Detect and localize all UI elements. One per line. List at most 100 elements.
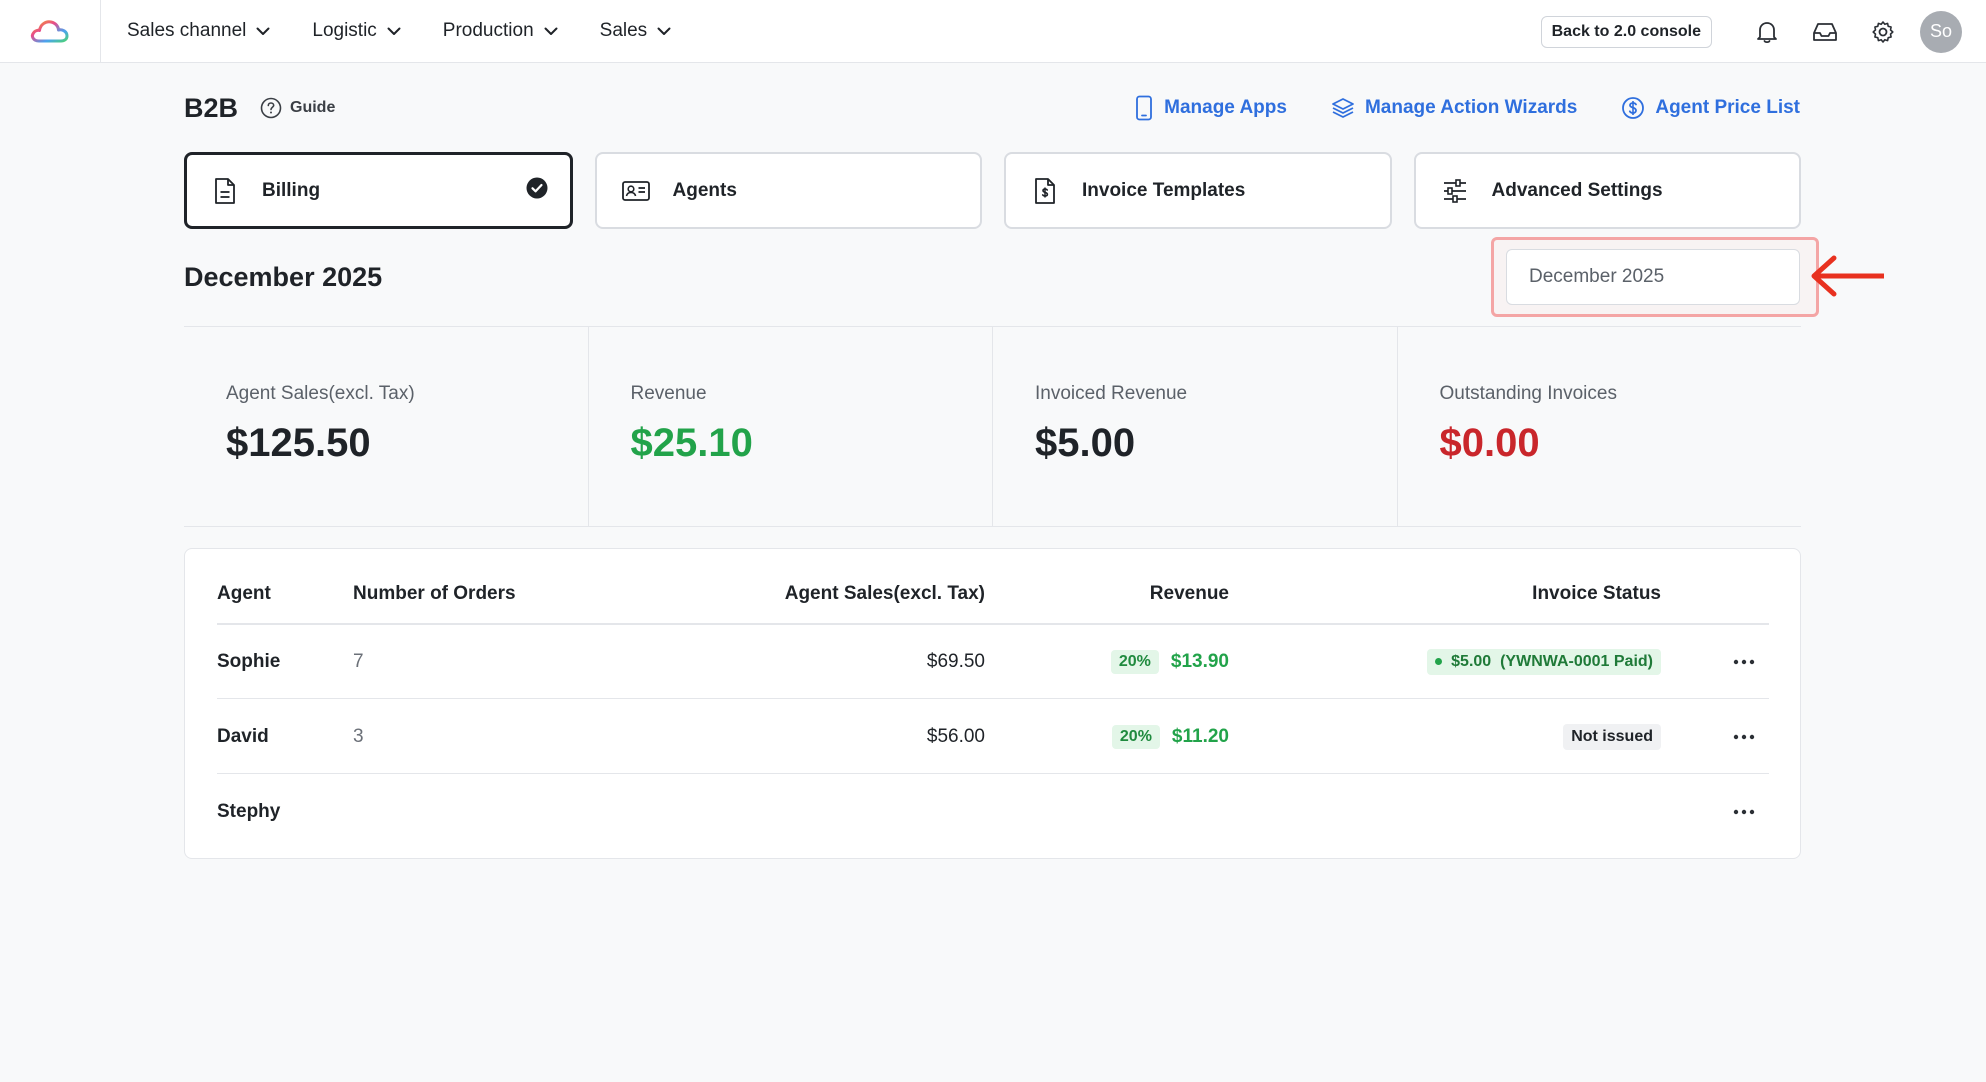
- order-count: 3: [353, 725, 364, 747]
- revenue-value: $11.20: [1171, 725, 1229, 747]
- column-header-revenue: Revenue: [1149, 583, 1229, 604]
- tab-agents[interactable]: Agents: [594, 152, 982, 229]
- guide-label: Guide: [290, 99, 336, 116]
- manage-apps-label: Manage Apps: [1164, 97, 1287, 118]
- stat-value: $0.00: [1439, 421, 1540, 465]
- more-horizontal-icon: [1733, 659, 1755, 664]
- order-count: 7: [353, 650, 364, 672]
- table-row: Sophie 7 $69.50 20% $13.90 $5.00 (YWNWA-…: [217, 625, 1769, 699]
- tab-label: Agents: [672, 179, 737, 201]
- manage-action-wizards-link[interactable]: Manage Action Wizards: [1331, 96, 1577, 120]
- agent-name: David: [217, 725, 269, 747]
- cloud-logo-icon: [30, 20, 69, 43]
- dollar-circle-icon: [1622, 97, 1645, 119]
- more-horizontal-icon: [1733, 734, 1755, 739]
- nav-item-label: Production: [442, 20, 534, 41]
- tab-label: Billing: [262, 179, 321, 201]
- stat-label: Invoiced Revenue: [1035, 383, 1188, 404]
- tab-advanced-settings[interactable]: Advanced Settings: [1413, 152, 1801, 229]
- chevron-down-icon: [387, 27, 401, 36]
- invoice-dollar-icon: [1030, 176, 1060, 206]
- id-card-icon: [621, 176, 651, 206]
- table-row: Stephy: [217, 775, 1769, 849]
- agent-sales: $56.00: [926, 725, 985, 747]
- status-badge[interactable]: $5.00 (YWNWA-0001 Paid): [1427, 648, 1661, 675]
- user-avatar[interactable]: So: [1920, 10, 1962, 53]
- tab-billing[interactable]: Billing: [184, 152, 573, 229]
- more-horizontal-icon: [1733, 809, 1755, 815]
- stat-value: $25.10: [630, 421, 753, 465]
- nav-item-label: Logistic: [312, 20, 377, 41]
- settings-button[interactable]: [1854, 12, 1912, 52]
- tab-invoice-templates[interactable]: Invoice Templates: [1004, 152, 1392, 229]
- column-header-invoice-status: Invoice Status: [1532, 583, 1661, 604]
- revenue-cell: 20% $11.20: [1111, 700, 1229, 773]
- check-circle-icon: [526, 177, 548, 205]
- section-tabs: Billing Agents Invoice Templates Advance…: [184, 152, 1801, 229]
- gear-icon: [1872, 20, 1894, 43]
- guide-link[interactable]: Guide: [260, 97, 335, 119]
- bell-icon: [1757, 21, 1777, 43]
- inbox-icon: [1813, 22, 1837, 41]
- stat-invoiced-revenue: Invoiced Revenue $5.00: [993, 327, 1398, 526]
- agents-billing-table: Agent Number of Orders Agent Sales(excl.…: [184, 548, 1801, 859]
- agent-price-list-label: Agent Price List: [1655, 97, 1800, 118]
- stat-label: Revenue: [630, 383, 707, 404]
- nav-item-label: Sales channel: [127, 20, 247, 41]
- agent-sales: $69.50: [926, 650, 985, 672]
- table-header-row: Agent Number of Orders Agent Sales(excl.…: [217, 565, 1769, 625]
- nav-item-logistic[interactable]: Logistic: [312, 20, 401, 42]
- document-icon: [210, 176, 240, 206]
- phone-icon: [1136, 95, 1153, 121]
- row-menu-button[interactable]: [1729, 775, 1759, 849]
- row-menu-button[interactable]: [1729, 700, 1759, 773]
- stat-value: $5.00: [1035, 421, 1136, 465]
- notifications-button[interactable]: [1738, 12, 1796, 52]
- sliders-icon: [1440, 176, 1470, 206]
- nav-item-label: Sales: [599, 20, 648, 41]
- chevron-down-icon: [256, 27, 270, 36]
- column-header-agent: Agent: [217, 583, 271, 604]
- row-menu-button[interactable]: [1729, 625, 1759, 698]
- month-picker-input[interactable]: [1506, 249, 1800, 305]
- chevron-down-icon: [544, 27, 558, 36]
- agent-name: Stephy: [217, 801, 281, 822]
- nav-item-sales[interactable]: Sales: [600, 20, 672, 42]
- nav-item-sales-channel[interactable]: Sales channel: [127, 20, 270, 42]
- revenue-value: $13.90: [1170, 650, 1229, 672]
- page-header: B2B Guide Manage Apps Manage Action Wiza…: [184, 88, 1800, 128]
- stat-label: Agent Sales(excl. Tax): [226, 383, 415, 404]
- logo[interactable]: [0, 0, 101, 63]
- stat-value: $125.50: [226, 421, 371, 465]
- agent-price-list-link[interactable]: Agent Price List: [1621, 96, 1800, 120]
- status-badge: Not issued: [1563, 723, 1661, 750]
- top-navbar: Sales channel Logistic Production Sales …: [0, 0, 1986, 63]
- layers-icon: [1332, 98, 1354, 118]
- tab-label: Invoice Templates: [1082, 179, 1246, 201]
- column-header-orders: Number of Orders: [353, 583, 516, 604]
- stat-revenue: Revenue $25.10: [589, 327, 993, 526]
- nav-item-production[interactable]: Production: [443, 20, 558, 42]
- status-text: $5.00 (YWNWA-0001 Paid): [1451, 652, 1653, 670]
- summary-stats: Agent Sales(excl. Tax) $125.50 Revenue $…: [184, 326, 1801, 527]
- inbox-button[interactable]: [1796, 12, 1854, 52]
- agent-name: Sophie: [217, 650, 281, 672]
- commission-badge: 20%: [1110, 649, 1159, 674]
- chevron-down-icon: [657, 27, 671, 36]
- manage-action-wizards-label: Manage Action Wizards: [1364, 97, 1578, 118]
- period-title: December 2025: [184, 262, 383, 292]
- invoice-status-cell: $5.00 (YWNWA-0001 Paid): [1427, 625, 1661, 698]
- stat-outstanding-invoices: Outstanding Invoices $0.00: [1398, 327, 1802, 526]
- table-row: David 3 $56.00 20% $11.20 Not issued: [217, 700, 1769, 774]
- page-title: B2B: [184, 92, 239, 123]
- help-circle-icon: [260, 97, 282, 119]
- status-dot: [1435, 658, 1443, 665]
- revenue-cell: 20% $13.90: [1110, 625, 1229, 698]
- manage-apps-link[interactable]: Manage Apps: [1134, 95, 1287, 121]
- commission-badge: 20%: [1111, 724, 1160, 749]
- stat-label: Outstanding Invoices: [1439, 383, 1617, 404]
- back-to-console-button[interactable]: Back to 2.0 console: [1540, 15, 1712, 48]
- tab-label: Advanced Settings: [1491, 179, 1663, 201]
- stat-agent-sales: Agent Sales(excl. Tax) $125.50: [184, 327, 589, 526]
- column-header-sales: Agent Sales(excl. Tax): [784, 583, 985, 604]
